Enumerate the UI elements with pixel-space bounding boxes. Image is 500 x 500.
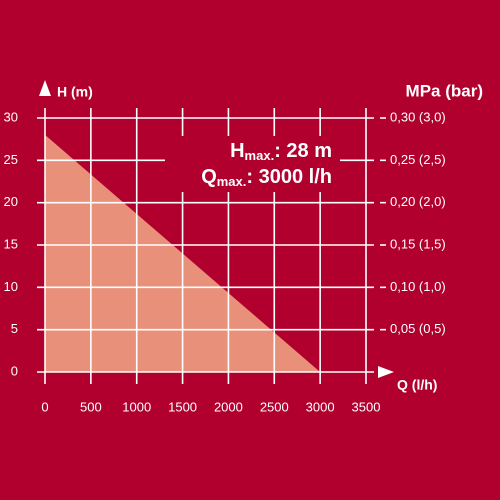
y2-tick-label: 0,20 (2,0) (390, 194, 446, 209)
x-tick-label: 1500 (168, 399, 197, 414)
annotation: Qmax.: 3000 l/h (201, 166, 332, 189)
x-tick-label: 2000 (214, 399, 243, 414)
y-axis-arrow (39, 80, 51, 96)
y2-tick-label: 0,10 (1,0) (390, 279, 446, 294)
annotation-rest: : 3000 l/h (246, 166, 332, 188)
y2-tick-label: 0,30 (3,0) (390, 109, 446, 124)
x-tick-label: 3000 (306, 399, 335, 414)
y-tick-label: 5 (11, 321, 18, 336)
annotation-main: H (230, 140, 244, 162)
x-tick-label: 2500 (260, 399, 289, 414)
y-tick-label: 0 (11, 363, 18, 378)
y2-tick-label: 0,25 (2,5) (390, 152, 446, 167)
y2-tick-label: 0,05 (0,5) (390, 321, 446, 336)
y2-axis-label: MPa (bar) (406, 81, 483, 100)
y-tick-label: 20 (4, 194, 18, 209)
y-tick-label: 15 (4, 236, 18, 251)
x-axis-label: Q (l/h) (397, 377, 437, 393)
y-tick-label: 10 (4, 279, 18, 294)
x-tick-label: 500 (80, 399, 102, 414)
plot-over: 0 500 1000 1500 2000 2500 3000 3500 0 5 10 15 20 25 30… (4, 109, 446, 414)
y-tick-label: 25 (4, 152, 18, 167)
y-tick-label: 30 (4, 109, 18, 124)
y2-tick-label: 0,15 (1,5) (390, 236, 446, 251)
annotation-main: Q (201, 166, 217, 188)
x-tick-label: 1000 (122, 399, 151, 414)
annotation-sub: max. (245, 148, 275, 163)
annotation-sub: max. (217, 174, 247, 189)
x-tick-label: 3500 (352, 399, 381, 414)
y-axis-label: H (m) (57, 84, 93, 100)
x-tick-label: 0 (41, 399, 48, 414)
annotation-rest: : 28 m (274, 140, 332, 162)
x-axis-arrow (378, 366, 394, 378)
annotation-box (165, 136, 340, 192)
annotation: Hmax.: 28 m (230, 140, 332, 163)
